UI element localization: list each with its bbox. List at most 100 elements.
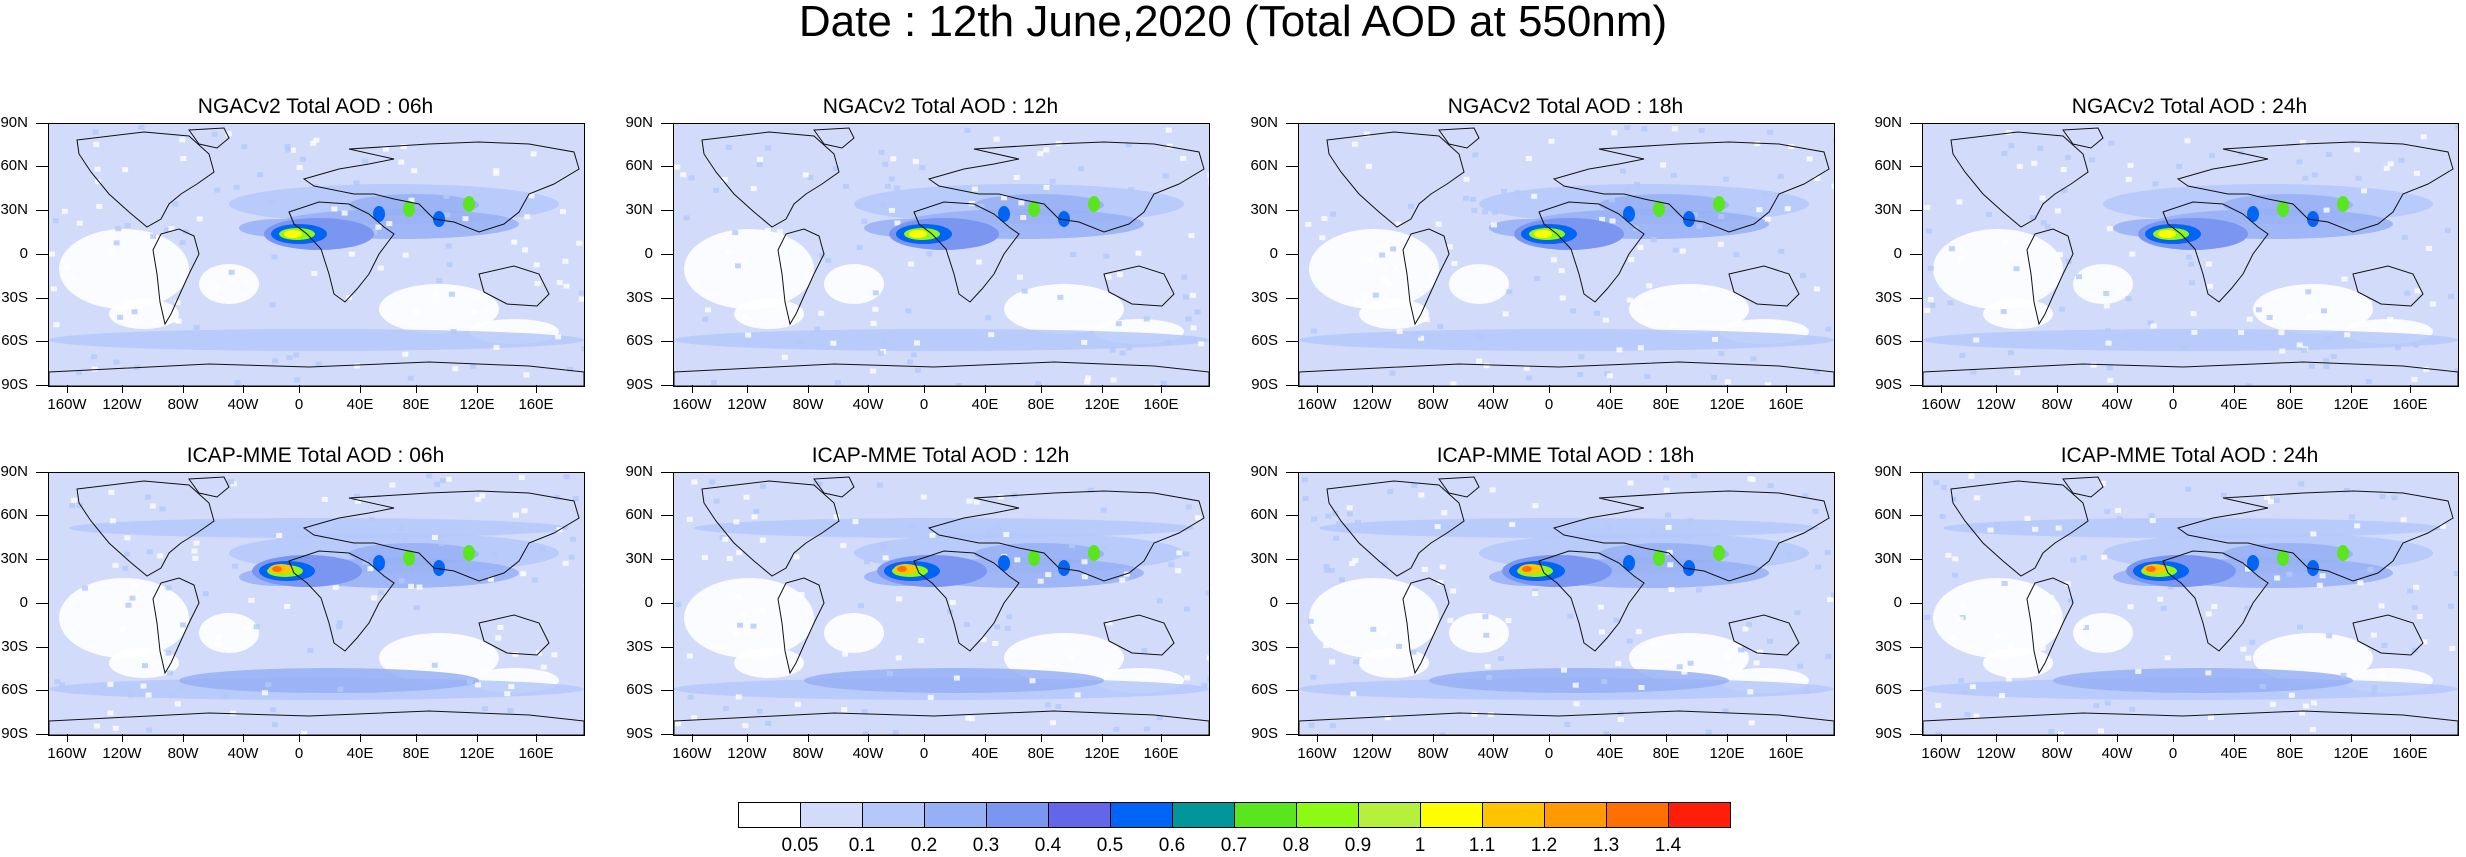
aod-cell (1044, 185, 1050, 190)
aod-cell (1636, 629, 1642, 634)
aod-cell (69, 503, 75, 508)
aod-cell (1175, 568, 1181, 573)
aod-cell (1696, 587, 1702, 592)
lat-tick-label: 60N (1250, 507, 1278, 523)
aod-cell (1786, 552, 1792, 557)
aod-cell (1311, 329, 1317, 334)
aod-cell (1105, 275, 1111, 280)
aod-cell (992, 641, 998, 646)
aod-cell (432, 535, 438, 540)
colorbar-swatch (738, 802, 801, 828)
lat-tick-label: 0 (1874, 595, 1902, 611)
aod-cell (563, 284, 569, 289)
aod-cell (1638, 345, 1644, 350)
lat-tick (1286, 210, 1298, 211)
aod-cell (1616, 347, 1622, 352)
lon-tick (122, 385, 123, 393)
aod-cell (2354, 147, 2360, 152)
aod-cell (861, 219, 867, 224)
aod-cell (743, 314, 749, 319)
aod-cell (1471, 208, 1477, 213)
aod-cell (919, 165, 925, 170)
aod-cell (2321, 308, 2327, 313)
lon-tick-label: 120W (92, 397, 152, 413)
aod-cell (877, 483, 883, 488)
aod-cell (1486, 675, 1492, 680)
colorbar-label: 0.6 (1142, 835, 1202, 857)
lat-tick (1910, 603, 1922, 604)
aod-cell (2061, 167, 2067, 172)
aod-cell (2270, 702, 2276, 707)
colorbar-swatch (1668, 802, 1731, 828)
lon-tick-label: 80W (2027, 397, 2087, 413)
colorbar-swatch (1110, 802, 1173, 828)
aod-cell (2379, 673, 2385, 678)
lon-tick-label: 40W (213, 397, 273, 413)
aod-cell (976, 260, 982, 265)
aod-cell (563, 561, 569, 566)
aod-cell (113, 726, 119, 731)
aod-cell (702, 317, 708, 322)
aod-cell (1598, 605, 1604, 610)
aod-cell (1634, 182, 1640, 187)
lat-tick (36, 298, 48, 299)
aod-cell (124, 552, 130, 557)
aod-cell (879, 202, 885, 207)
aod-cell (1767, 639, 1773, 644)
aod-cell (1671, 323, 1677, 328)
aod-cell (475, 682, 481, 687)
lon-tick-label: 120E (1697, 746, 1757, 762)
colorbar-label: 1.2 (1514, 835, 1574, 857)
panel-title: NGACv2 Total AOD : 12h (673, 95, 1208, 119)
aod-cell (399, 578, 405, 583)
lon-tick-label: 80W (1403, 397, 1463, 413)
aod-cell (1681, 670, 1687, 675)
aod-cell (2372, 685, 2378, 690)
lon-tick-label: 160E (1131, 746, 1191, 762)
aod-cell (1373, 293, 1379, 298)
lat-tick-label: 0 (1874, 246, 1902, 262)
aod-cell (921, 495, 927, 500)
aod-cell (180, 156, 186, 161)
aod-cell (994, 624, 1000, 629)
lon-tick-label: 120E (2321, 746, 2381, 762)
aod-cell (1184, 675, 1190, 680)
aod-cell (2105, 328, 2111, 333)
aod-cell (878, 351, 884, 356)
lat-tick (661, 341, 673, 342)
lat-tick-label: 30S (1250, 290, 1278, 306)
aod-cell (1329, 659, 1335, 664)
aod-cell (2057, 252, 2063, 257)
lon-tick-label: 80E (2260, 397, 2320, 413)
lon-tick-label: 0 (894, 397, 954, 413)
aod-cell (1964, 712, 1970, 717)
aod-cell (1531, 194, 1537, 199)
lon-tick (1493, 385, 1494, 393)
lat-tick-label: 0 (1250, 246, 1278, 262)
colorbar-swatch (986, 802, 1049, 828)
aod-cell (2404, 291, 2410, 296)
aod-cell (1339, 577, 1345, 582)
lon-tick-label: 80E (2260, 746, 2320, 762)
aod-cell (2037, 146, 2043, 151)
lon-tick-label: 120W (1966, 397, 2026, 413)
aod-hotspot (1713, 196, 1725, 212)
lat-tick-label: 60N (0, 158, 28, 174)
aod-cell (532, 578, 538, 583)
aod-cell (1603, 731, 1609, 735)
aod-cell (2278, 330, 2284, 335)
lat-tick (36, 210, 48, 211)
aod-cell (964, 622, 970, 627)
aod-band (49, 329, 584, 351)
aod-cell (248, 598, 254, 603)
aod-cell (1198, 341, 1204, 346)
aod-cell (1183, 294, 1189, 299)
lat-tick (1286, 647, 1298, 648)
aod-cell (519, 475, 525, 480)
aod-cell (2209, 153, 2215, 158)
lat-tick-label: 30S (1874, 639, 1902, 655)
aod-cell (2117, 516, 2123, 521)
lat-tick-label: 60N (1250, 158, 1278, 174)
lat-tick-label: 0 (625, 246, 653, 262)
aod-cell (432, 663, 438, 668)
